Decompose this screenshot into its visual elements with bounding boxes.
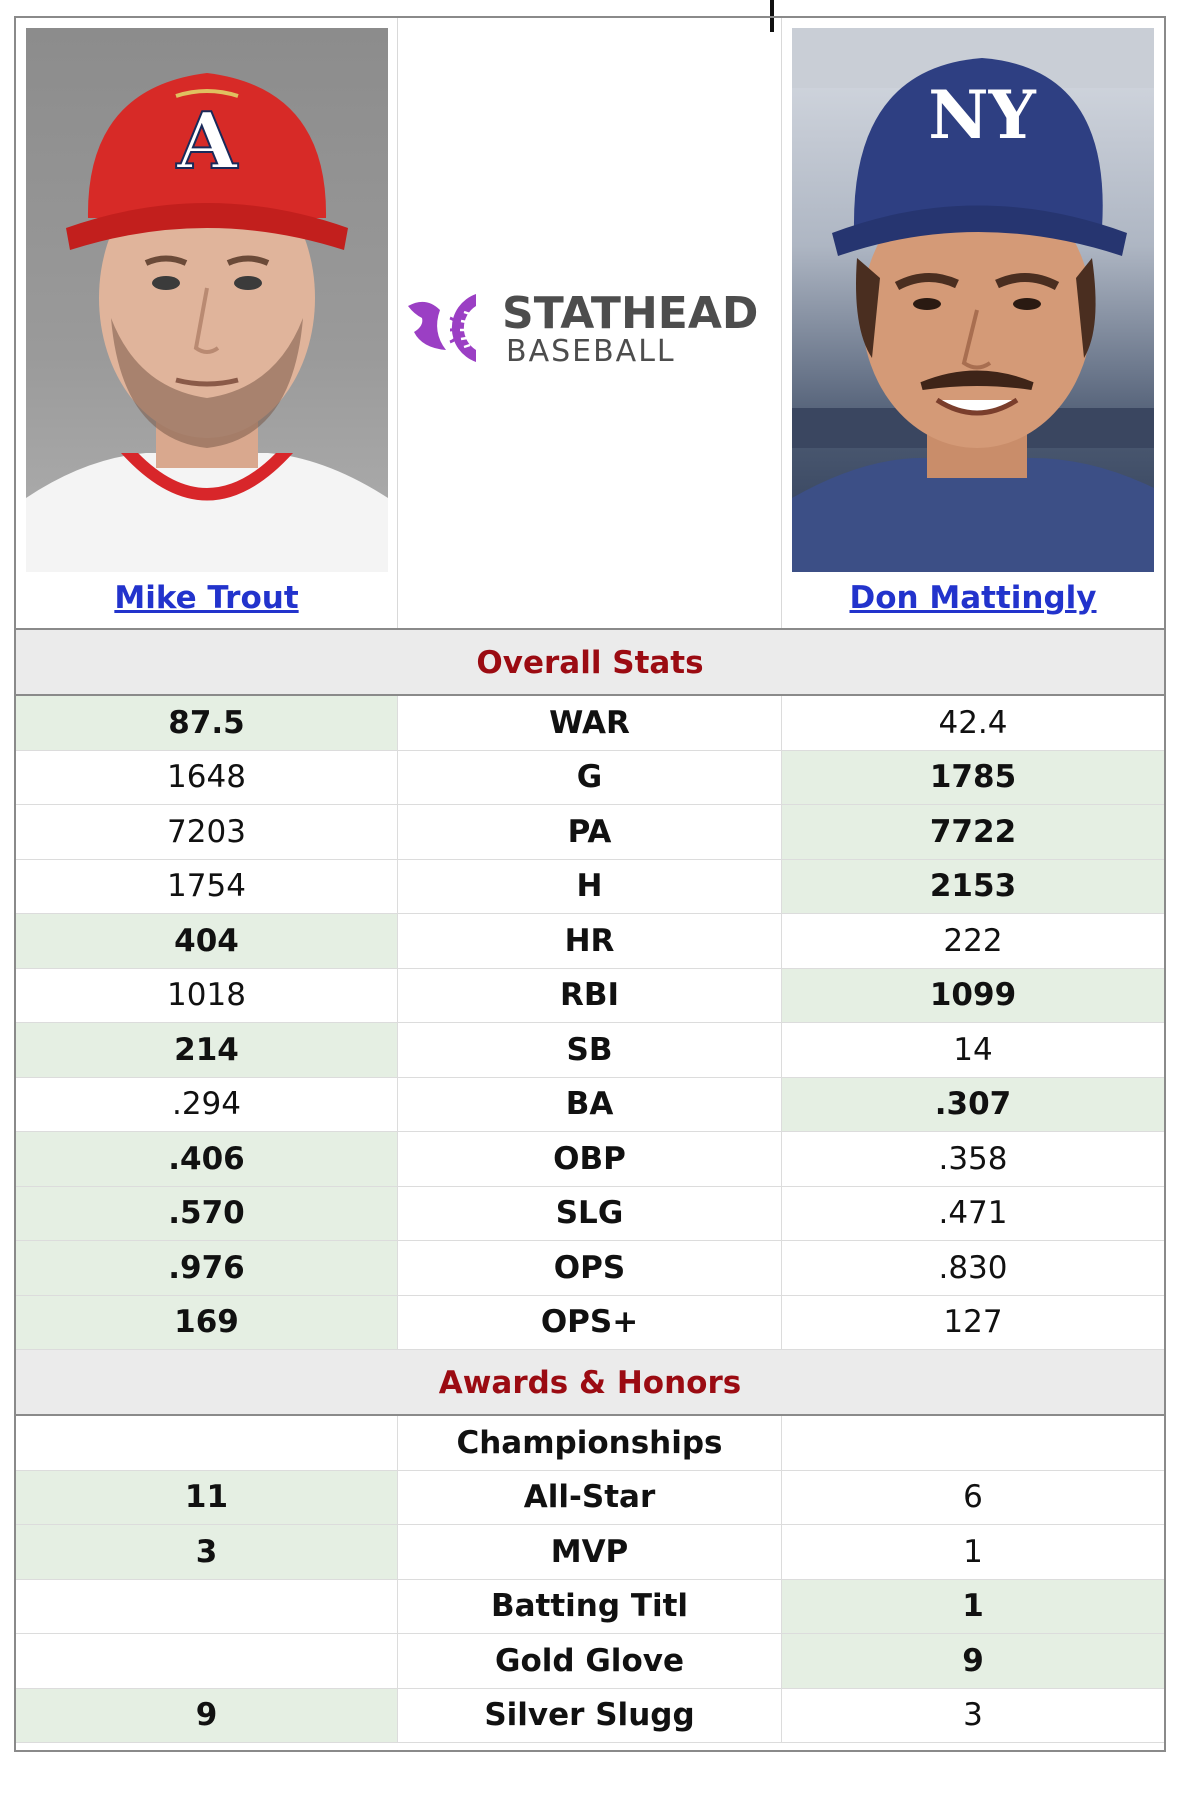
don-mattingly-photo[interactable]: NY xyxy=(792,28,1154,572)
stat-label: MVP xyxy=(398,1525,782,1579)
right-player-value: 2153 xyxy=(782,859,1164,913)
right-player-value: 14 xyxy=(953,1031,993,1068)
stat-row: 3 MVP 1 xyxy=(16,1525,1164,1580)
stat-row: 1018 RBI 1099 xyxy=(16,968,1164,1023)
right-player-value: 42.4 xyxy=(938,704,1008,741)
stat-label: Gold Glove xyxy=(398,1634,782,1688)
left-player-value xyxy=(16,1416,398,1470)
stat-row: .976 OPS .830 xyxy=(16,1241,1164,1296)
stat-row: 169 OPS+ 127 xyxy=(16,1295,1164,1350)
right-player-value: .358 xyxy=(938,1140,1008,1177)
right-player-name-link[interactable]: Don Mattingly xyxy=(849,580,1097,616)
stat-label: WAR xyxy=(398,696,782,750)
logo-wordmark-stathead: STATHEAD xyxy=(502,288,759,339)
left-player-value: 1648 xyxy=(16,750,398,804)
right-player-value xyxy=(782,1416,1164,1470)
left-player-value: 9 xyxy=(16,1688,398,1742)
logo-column: STATHEAD BASEBALL xyxy=(398,18,782,628)
svg-text:NY: NY xyxy=(928,76,1036,154)
stathead-baseball-logo[interactable]: STATHEAD BASEBALL xyxy=(406,288,776,369)
right-player-value: 9 xyxy=(782,1634,1164,1688)
left-player-value: 1754 xyxy=(16,859,398,913)
left-player-name-link[interactable]: Mike Trout xyxy=(114,580,299,616)
right-player-value: 1785 xyxy=(782,750,1164,804)
right-player-value: 7722 xyxy=(782,805,1164,859)
left-player-value: 404 xyxy=(16,914,398,968)
stat-label: SLG xyxy=(398,1186,782,1240)
stat-label: OPS+ xyxy=(398,1295,782,1349)
stat-row: 214 SB 14 xyxy=(16,1023,1164,1078)
stat-row: 1648 G 1785 xyxy=(16,750,1164,805)
stat-row: Championships xyxy=(16,1416,1164,1471)
right-player-value: 1 xyxy=(963,1533,983,1570)
left-player-value: 1018 xyxy=(16,968,398,1022)
right-player-value: 6 xyxy=(963,1479,983,1516)
right-player-value: 222 xyxy=(943,922,1003,959)
stat-label: RBI xyxy=(398,968,782,1022)
left-player-value: 3 xyxy=(16,1525,398,1579)
right-player-value: .307 xyxy=(782,1077,1164,1131)
stat-label: All-Star xyxy=(398,1470,782,1524)
stat-row: 7203 PA 7722 xyxy=(16,805,1164,860)
stat-row: .570 SLG .471 xyxy=(16,1186,1164,1241)
mike-trout-photo[interactable]: A xyxy=(26,28,388,572)
stat-row: Gold Glove 9 xyxy=(16,1634,1164,1689)
stat-label: HR xyxy=(398,914,782,968)
stat-label: SB xyxy=(398,1023,782,1077)
stat-label: Championships xyxy=(398,1416,782,1470)
right-player-value: 1 xyxy=(782,1579,1164,1633)
stat-label: G xyxy=(398,750,782,804)
right-player-column: NY Don Mattingly xyxy=(782,18,1164,628)
left-player-value: .976 xyxy=(16,1241,398,1295)
stat-label: H xyxy=(398,859,782,913)
stat-label: Silver Slugg xyxy=(398,1688,782,1742)
overall-stats-header: Overall Stats xyxy=(16,630,1164,696)
comparison-table: A Mike Trout xyxy=(14,16,1166,1752)
stat-label: OBP xyxy=(398,1132,782,1186)
left-player-value: .294 xyxy=(16,1077,398,1131)
right-player-value: .471 xyxy=(938,1195,1008,1232)
stathead-logo-icon xyxy=(408,294,476,362)
left-player-value: 11 xyxy=(16,1470,398,1524)
logo-wordmark-baseball: BASEBALL xyxy=(506,334,676,369)
left-player-value: .570 xyxy=(16,1186,398,1240)
overall-stats-rows: 87.5 WAR 42.4 1648 G 1785 7203 PA 7722 1754 H 2153 4… xyxy=(16,696,1164,1350)
stat-row: 9 Silver Slugg 3 xyxy=(16,1688,1164,1743)
right-player-value: .830 xyxy=(938,1249,1008,1286)
stat-row: .406 OBP .358 xyxy=(16,1132,1164,1187)
left-player-value xyxy=(16,1634,398,1688)
stat-row: 11 All-Star 6 xyxy=(16,1470,1164,1525)
awards-honors-header: Awards & Honors xyxy=(16,1350,1164,1416)
stat-label: BA xyxy=(398,1077,782,1131)
right-player-value: 127 xyxy=(943,1304,1003,1341)
stat-label: PA xyxy=(398,805,782,859)
right-player-value: 1099 xyxy=(782,968,1164,1022)
left-player-value: 7203 xyxy=(16,805,398,859)
left-player-value: 169 xyxy=(16,1295,398,1349)
stat-row: 1754 H 2153 xyxy=(16,859,1164,914)
stat-label: OPS xyxy=(398,1241,782,1295)
stat-row: Batting Titl 1 xyxy=(16,1579,1164,1634)
left-player-column: A Mike Trout xyxy=(16,18,398,628)
svg-text:A: A xyxy=(176,96,239,187)
left-player-value xyxy=(16,1579,398,1633)
stat-label: Batting Titl xyxy=(398,1579,782,1633)
stat-row: 87.5 WAR 42.4 xyxy=(16,696,1164,751)
stat-row: .294 BA .307 xyxy=(16,1077,1164,1132)
right-player-value: 3 xyxy=(963,1697,983,1734)
stat-row: 404 HR 222 xyxy=(16,914,1164,969)
player-header: A Mike Trout xyxy=(16,18,1164,630)
left-player-value: 87.5 xyxy=(16,696,398,750)
awards-honors-rows: Championships 11 All-Star 6 3 MVP 1 Batting Tit… xyxy=(16,1416,1164,1743)
left-player-value: .406 xyxy=(16,1132,398,1186)
left-player-value: 214 xyxy=(16,1023,398,1077)
